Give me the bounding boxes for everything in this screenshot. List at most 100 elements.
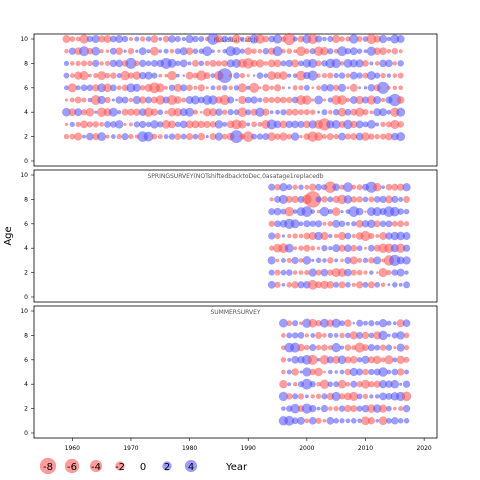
bubble [134, 60, 140, 67]
y-tick-label: 6 [24, 85, 28, 92]
bubble [358, 86, 362, 90]
bubble [299, 370, 303, 374]
bubble [275, 109, 280, 115]
y-tick-label: 4 [24, 245, 28, 252]
bubble [402, 232, 411, 240]
bubble [396, 343, 405, 352]
bubble [363, 49, 368, 54]
bubble [380, 121, 386, 128]
bubble [349, 256, 358, 265]
bubble [331, 343, 341, 353]
bubble [104, 96, 111, 104]
bubble [215, 60, 222, 67]
bubble [299, 134, 303, 139]
bubble [249, 82, 260, 93]
bubble [327, 196, 334, 203]
bubble [115, 35, 124, 43]
legend-label: 2 [164, 462, 170, 473]
bubble [379, 220, 387, 227]
bubble [307, 70, 318, 81]
bubble [331, 58, 341, 69]
bubble [269, 85, 274, 91]
bubble [85, 107, 95, 117]
bubble [192, 109, 198, 115]
bubble [281, 333, 286, 338]
bubble [279, 318, 288, 328]
bubble [402, 183, 411, 192]
bubble [252, 74, 256, 77]
bubble [321, 109, 328, 116]
bubble [368, 368, 375, 376]
bubble [75, 121, 81, 127]
bubble [246, 74, 250, 78]
bubble [368, 133, 375, 140]
bubble [197, 132, 206, 141]
bubble [92, 121, 99, 128]
bubble [150, 46, 159, 56]
bubble [70, 61, 75, 66]
bubble [198, 60, 205, 67]
bubble [67, 83, 77, 93]
bubble [375, 320, 380, 326]
bubble [314, 367, 323, 377]
bubble [151, 133, 158, 140]
bubble [286, 184, 293, 191]
bubble [309, 404, 317, 413]
bubble [251, 133, 257, 140]
bubble [302, 256, 312, 265]
bubble [315, 60, 322, 67]
bubble [284, 243, 294, 253]
bubble [349, 83, 358, 92]
bubble [202, 46, 213, 57]
bubble [344, 319, 352, 327]
bubble [327, 381, 334, 387]
bubble [251, 121, 257, 128]
bubble [392, 73, 398, 78]
bubble [79, 71, 89, 81]
bubble [338, 132, 346, 141]
bubble [385, 59, 393, 68]
bubble [326, 281, 335, 289]
bubble [362, 257, 369, 264]
bubble [369, 394, 374, 399]
bubble [327, 221, 334, 227]
bubble [187, 61, 192, 66]
bubble [327, 48, 334, 55]
legend-label: -6 [67, 462, 77, 473]
bubble [297, 343, 305, 352]
legend-label: -2 [115, 462, 125, 473]
legend-label: 0 [140, 462, 146, 473]
bubble [403, 345, 410, 351]
bubble [350, 269, 357, 276]
bubble [145, 36, 152, 42]
bubble [204, 60, 210, 67]
y-tick-label: 10 [20, 172, 28, 179]
bubble [311, 86, 315, 90]
bubble [222, 109, 228, 115]
bubble [350, 380, 358, 388]
bubble [237, 83, 247, 93]
bubble [403, 356, 410, 363]
bubble [304, 344, 310, 351]
bubble [334, 370, 338, 374]
bubble [320, 405, 329, 413]
bubble [310, 394, 315, 399]
bubble [378, 268, 388, 278]
bubble [262, 35, 270, 43]
bubble [333, 281, 340, 288]
bubble [268, 269, 275, 276]
bubble [75, 60, 81, 66]
bubble [316, 85, 321, 91]
bubble [338, 405, 346, 412]
bubble [231, 34, 241, 44]
bubble [227, 109, 234, 116]
bubble [333, 333, 339, 338]
bubble [115, 47, 123, 55]
bubble [258, 86, 262, 90]
bubble [315, 331, 323, 339]
bubble [298, 221, 304, 227]
bubble [398, 49, 403, 54]
y-tick-label: 10 [20, 36, 28, 43]
bubble [292, 85, 298, 91]
bubble [94, 110, 98, 114]
